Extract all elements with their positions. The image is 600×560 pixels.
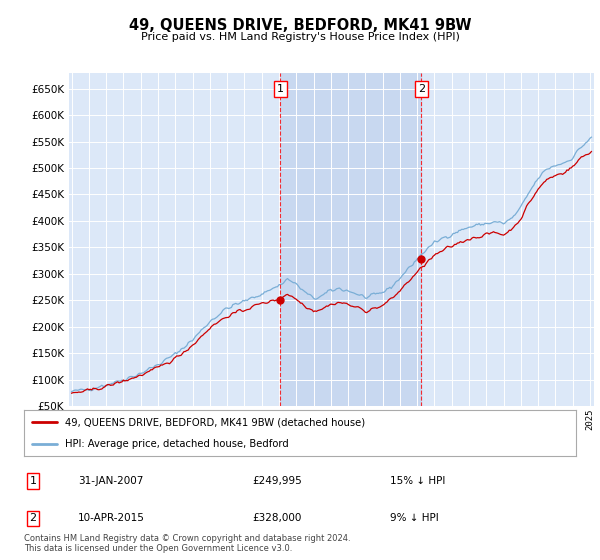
Text: 2: 2 xyxy=(29,514,37,523)
Text: £328,000: £328,000 xyxy=(252,514,301,523)
Text: 49, QUEENS DRIVE, BEDFORD, MK41 9BW: 49, QUEENS DRIVE, BEDFORD, MK41 9BW xyxy=(129,18,471,33)
Text: 9% ↓ HPI: 9% ↓ HPI xyxy=(390,514,439,523)
Text: 49, QUEENS DRIVE, BEDFORD, MK41 9BW (detached house): 49, QUEENS DRIVE, BEDFORD, MK41 9BW (det… xyxy=(65,417,365,427)
Bar xyxy=(280,73,421,406)
Text: Price paid vs. HM Land Registry's House Price Index (HPI): Price paid vs. HM Land Registry's House … xyxy=(140,32,460,43)
Text: Contains HM Land Registry data © Crown copyright and database right 2024.
This d: Contains HM Land Registry data © Crown c… xyxy=(24,534,350,553)
Text: £249,995: £249,995 xyxy=(252,476,302,486)
Text: 10-APR-2015: 10-APR-2015 xyxy=(78,514,145,523)
Text: 15% ↓ HPI: 15% ↓ HPI xyxy=(390,476,445,486)
Text: 31-JAN-2007: 31-JAN-2007 xyxy=(78,476,143,486)
Text: HPI: Average price, detached house, Bedford: HPI: Average price, detached house, Bedf… xyxy=(65,439,289,449)
Text: 1: 1 xyxy=(29,476,37,486)
Text: 1: 1 xyxy=(277,84,284,94)
Text: 2: 2 xyxy=(418,84,425,94)
